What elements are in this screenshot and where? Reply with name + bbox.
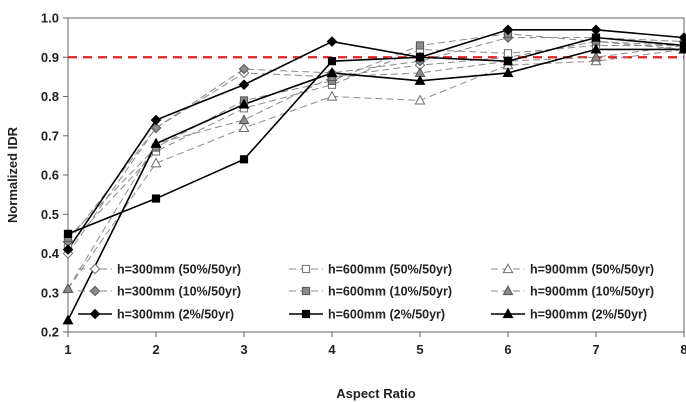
series-6-point xyxy=(326,36,338,47)
y-tick-label: 0.8 xyxy=(41,89,59,104)
legend-marker xyxy=(89,308,101,320)
series-7-point xyxy=(239,155,249,164)
y-tick-label: 0.2 xyxy=(41,325,59,340)
series-lines xyxy=(67,28,685,321)
y-axis-ticks: 0.2 0.3 0.4 0.5 0.6 0.7 0.8 0.9 1.0 xyxy=(41,11,68,340)
legend-label: h=900mm (10%/50yr) xyxy=(530,285,654,299)
y-tick-label: 0.7 xyxy=(41,128,59,143)
legend-marker xyxy=(301,309,311,319)
series-3-point xyxy=(150,122,162,134)
series-5-point xyxy=(590,51,602,62)
series-8-point xyxy=(62,314,74,325)
legend-marker xyxy=(502,263,514,274)
series-line-3 xyxy=(67,37,685,243)
legend-marker xyxy=(502,308,514,319)
y-tick-label: 0.3 xyxy=(41,285,59,300)
series-line-0 xyxy=(67,41,685,254)
x-tick-label: 8 xyxy=(680,342,686,357)
series-line-2 xyxy=(67,48,685,290)
x-tick-label: 1 xyxy=(64,342,71,357)
series-markers xyxy=(62,24,686,325)
legend-marker xyxy=(301,286,311,296)
series-6-point xyxy=(502,24,514,36)
series-2-point xyxy=(150,157,162,168)
series-line-6 xyxy=(67,28,685,251)
series-line-1 xyxy=(67,44,684,246)
series-5-point xyxy=(238,114,250,125)
series-7-point xyxy=(327,57,337,66)
series-7-point xyxy=(503,57,513,66)
series-6-point xyxy=(590,24,602,36)
series-8-point xyxy=(326,67,338,78)
series-2-point xyxy=(414,94,426,105)
series-2-point xyxy=(326,90,338,101)
series-5-point xyxy=(62,282,74,293)
y-tick-label: 0.4 xyxy=(41,246,60,261)
x-tick-label: 4 xyxy=(328,342,336,357)
series-2-point xyxy=(238,122,250,132)
series-6-point xyxy=(62,244,74,255)
series-line-8 xyxy=(67,48,684,321)
series-6-point xyxy=(150,114,162,126)
x-tick-label: 2 xyxy=(152,342,159,357)
series-line-5 xyxy=(67,44,685,290)
legend-label: h=300mm (2%/50yr) xyxy=(117,308,234,322)
legend-label: h=600mm (10%/50yr) xyxy=(328,285,452,299)
y-axis-title: Normalized IDR xyxy=(5,126,20,223)
y-tick-label: 0.6 xyxy=(41,168,59,183)
y-tick-label: 1.0 xyxy=(41,11,59,26)
series-8-point xyxy=(502,67,514,78)
series-8-point xyxy=(238,98,250,109)
series-8-point xyxy=(150,137,162,148)
series-8-point xyxy=(414,74,426,85)
series-7-point xyxy=(63,229,73,238)
legend-marker xyxy=(301,264,311,274)
y-tick-label: 0.9 xyxy=(41,50,59,65)
legend-label: h=300mm (50%/50yr) xyxy=(117,263,241,277)
legend-marker xyxy=(89,263,101,275)
series-8-point xyxy=(590,43,602,54)
legend-label: h=300mm (10%/50yr) xyxy=(117,285,241,299)
x-axis-ticks: 1 2 3 4 5 6 7 8 xyxy=(64,332,686,357)
legend-marker xyxy=(502,285,514,296)
x-tick-label: 7 xyxy=(592,342,599,357)
series-7-point xyxy=(151,194,161,203)
x-tick-label: 3 xyxy=(240,342,247,357)
legend-marker xyxy=(89,285,101,297)
series-7-point xyxy=(415,53,425,62)
legend-label: h=600mm (2%/50yr) xyxy=(328,308,445,322)
legend-label: h=900mm (50%/50yr) xyxy=(530,263,654,277)
x-tick-label: 6 xyxy=(504,342,511,357)
y-tick-label: 0.5 xyxy=(41,207,59,222)
legend: h=300mm (50%/50yr) h=600mm (50%/50yr) h=90… xyxy=(78,263,654,322)
x-axis-title: Aspect Ratio xyxy=(336,386,416,401)
series-line-7 xyxy=(67,36,685,235)
series-3-point xyxy=(238,63,250,75)
series-line-4 xyxy=(67,33,685,239)
legend-label: h=900mm (2%/50yr) xyxy=(530,308,647,322)
series-4-point xyxy=(415,41,425,50)
series-7-point xyxy=(591,33,601,42)
legend-label: h=600mm (50%/50yr) xyxy=(328,263,452,277)
x-tick-label: 5 xyxy=(416,342,423,357)
series-8-point xyxy=(678,43,686,54)
series-6-point xyxy=(238,79,250,91)
